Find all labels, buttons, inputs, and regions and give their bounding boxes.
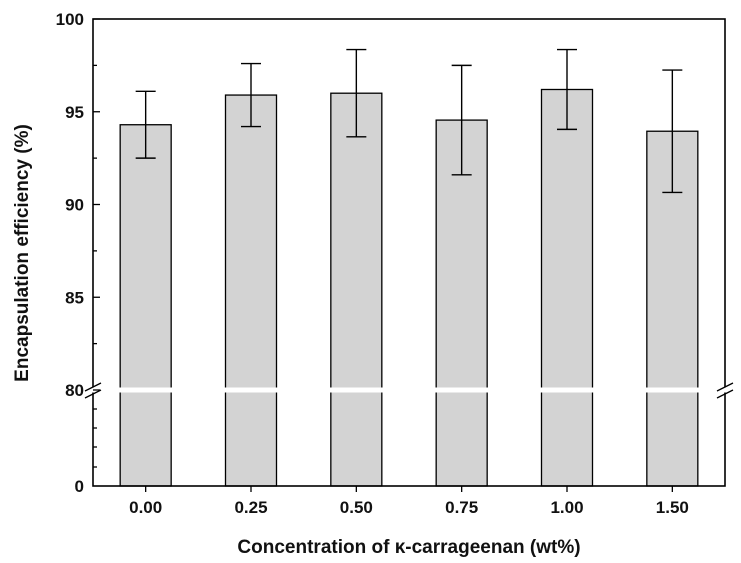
axis-break-gap bbox=[91, 387, 727, 393]
y-tick-label-100: 100 bbox=[56, 10, 84, 29]
x-axis-title: Concentration of κ-carrageenan (wt%) bbox=[237, 537, 580, 558]
y-axis-title: Encapsulation efficiency (%) bbox=[12, 124, 33, 382]
bar-0.25 bbox=[224, 94, 278, 487]
y-tick-label-80: 80 bbox=[65, 381, 84, 400]
axis-break-mark-left-upper bbox=[84, 382, 102, 392]
x-tick-label-1.50: 1.50 bbox=[656, 498, 689, 517]
plot-area bbox=[84, 18, 734, 492]
x-tick-label-1.00: 1.00 bbox=[550, 498, 583, 517]
y-tick-label-0: 0 bbox=[75, 477, 84, 496]
x-tick-label-0.00: 0.00 bbox=[129, 498, 162, 517]
bar-0.50 bbox=[330, 92, 383, 487]
bar-1.00 bbox=[540, 88, 594, 487]
bar-0.75 bbox=[435, 119, 488, 487]
y-tick-label-85: 85 bbox=[65, 288, 84, 307]
y-tick-label-90: 90 bbox=[65, 196, 84, 215]
axis-break-mark-left-lower bbox=[84, 389, 102, 399]
axis-break-mark-right-lower bbox=[716, 389, 734, 399]
plot-frame bbox=[92, 18, 726, 487]
y-tick-label-95: 95 bbox=[65, 103, 84, 122]
axis-break-mark-right-upper bbox=[716, 382, 734, 392]
x-tick-label-0.50: 0.50 bbox=[340, 498, 373, 517]
tick-labels: Encapsulation efficiency (%) Concentrati… bbox=[12, 10, 689, 558]
x-tick-label-0.75: 0.75 bbox=[445, 498, 478, 517]
x-tick-label-0.25: 0.25 bbox=[234, 498, 267, 517]
bar-0.00 bbox=[119, 124, 172, 487]
